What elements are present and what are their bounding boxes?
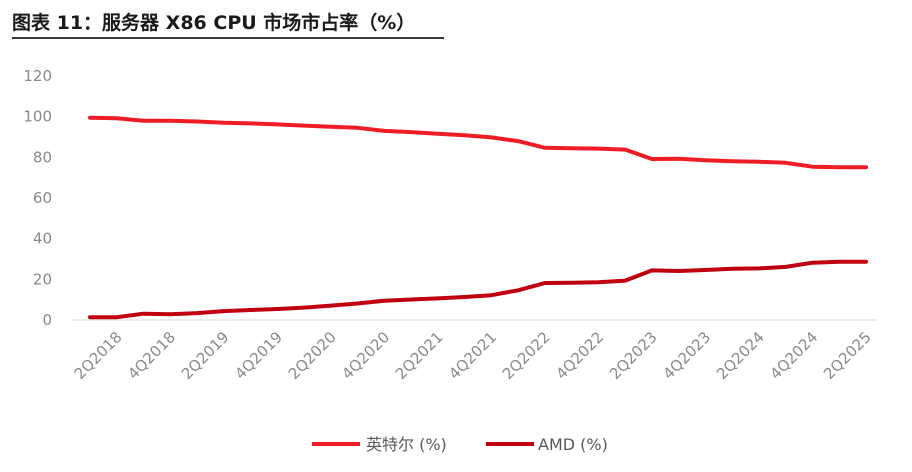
x-tick-label: 4Q2023 [659,328,714,383]
y-tick-label: 120 [23,67,52,85]
y-tick-label: 80 [33,148,52,166]
y-tick-label: 0 [42,311,52,329]
series-line-intel [88,115,868,170]
x-tick-label: 2Q2019 [178,328,233,383]
chart-title: 图表 11：服务器 X86 CPU 市场市占率（%） [12,12,416,34]
y-tick-label: 40 [33,230,52,248]
x-tick-label: 2Q2022 [499,328,554,383]
y-tick-label: 100 [23,108,52,126]
x-tick-label: 4Q2019 [231,328,286,383]
legend-label: AMD (%) [538,435,608,454]
x-tick-label: 4Q2024 [766,328,821,383]
y-tick-label: 20 [33,270,52,288]
x-tick-label: 4Q2022 [552,328,607,383]
x-tick-label: 2Q2023 [606,328,661,383]
x-tick-label: 2Q2024 [713,328,768,383]
x-tick-label: 2Q2021 [392,328,447,383]
legend-label: 英特尔 (%) [366,435,447,454]
x-tick-label: 2Q2018 [71,328,126,383]
y-tick-label: 60 [33,189,52,207]
series-line-amd [88,259,868,320]
x-tick-label: 2Q2025 [820,328,875,383]
x-tick-label: 4Q2021 [445,328,500,383]
title-underline [12,37,444,39]
x-tick-label: 4Q2020 [338,328,393,383]
x-tick-label: 4Q2018 [124,328,179,383]
x-tick-label: 2Q2020 [285,328,340,383]
